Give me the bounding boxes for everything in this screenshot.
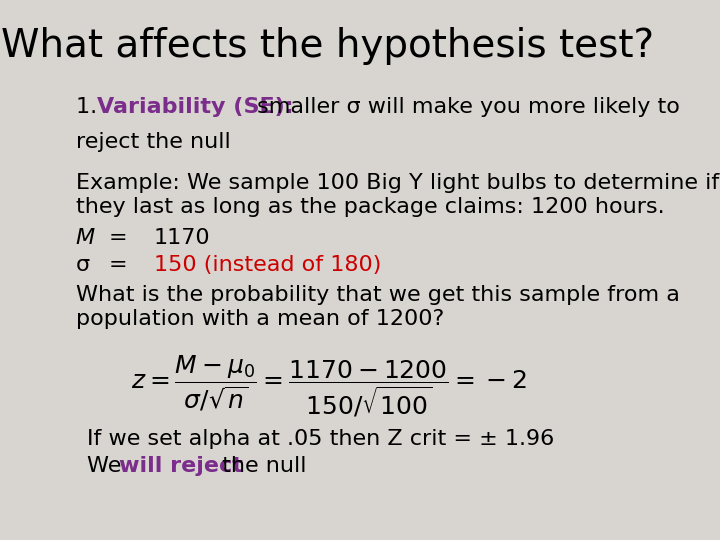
Text: 1170: 1170: [154, 228, 210, 248]
Text: σ: σ: [76, 255, 90, 275]
Text: they last as long as the package claims: 1200 hours.: they last as long as the package claims:…: [76, 197, 664, 217]
Text: What is the probability that we get this sample from a: What is the probability that we get this…: [76, 285, 680, 305]
Text: 150 (instead of 180): 150 (instead of 180): [154, 255, 381, 275]
Text: =: =: [109, 255, 127, 275]
Text: $z = \dfrac{M - \mu_0}{\sigma / \sqrt{n}} = \dfrac{1170 - 1200}{150 / \sqrt{100}: $z = \dfrac{M - \mu_0}{\sigma / \sqrt{n}…: [132, 354, 527, 419]
Text: M: M: [76, 228, 95, 248]
Text: If we set alpha at .05 then Z crit = ± 1.96: If we set alpha at .05 then Z crit = ± 1…: [86, 429, 554, 449]
Text: Variability (SE):: Variability (SE):: [97, 97, 294, 117]
Text: the null: the null: [215, 456, 307, 476]
Text: smaller σ will make you more likely to: smaller σ will make you more likely to: [251, 97, 680, 117]
Text: =: =: [109, 228, 127, 248]
Text: We: We: [86, 456, 128, 476]
Text: Example: We sample 100 Big Y light bulbs to determine if: Example: We sample 100 Big Y light bulbs…: [76, 173, 719, 193]
Text: 1.: 1.: [76, 97, 104, 117]
Text: population with a mean of 1200?: population with a mean of 1200?: [76, 309, 444, 329]
Text: reject the null: reject the null: [76, 132, 230, 152]
Text: will reject: will reject: [119, 456, 243, 476]
Text: What affects the hypothesis test?: What affects the hypothesis test?: [1, 27, 654, 65]
